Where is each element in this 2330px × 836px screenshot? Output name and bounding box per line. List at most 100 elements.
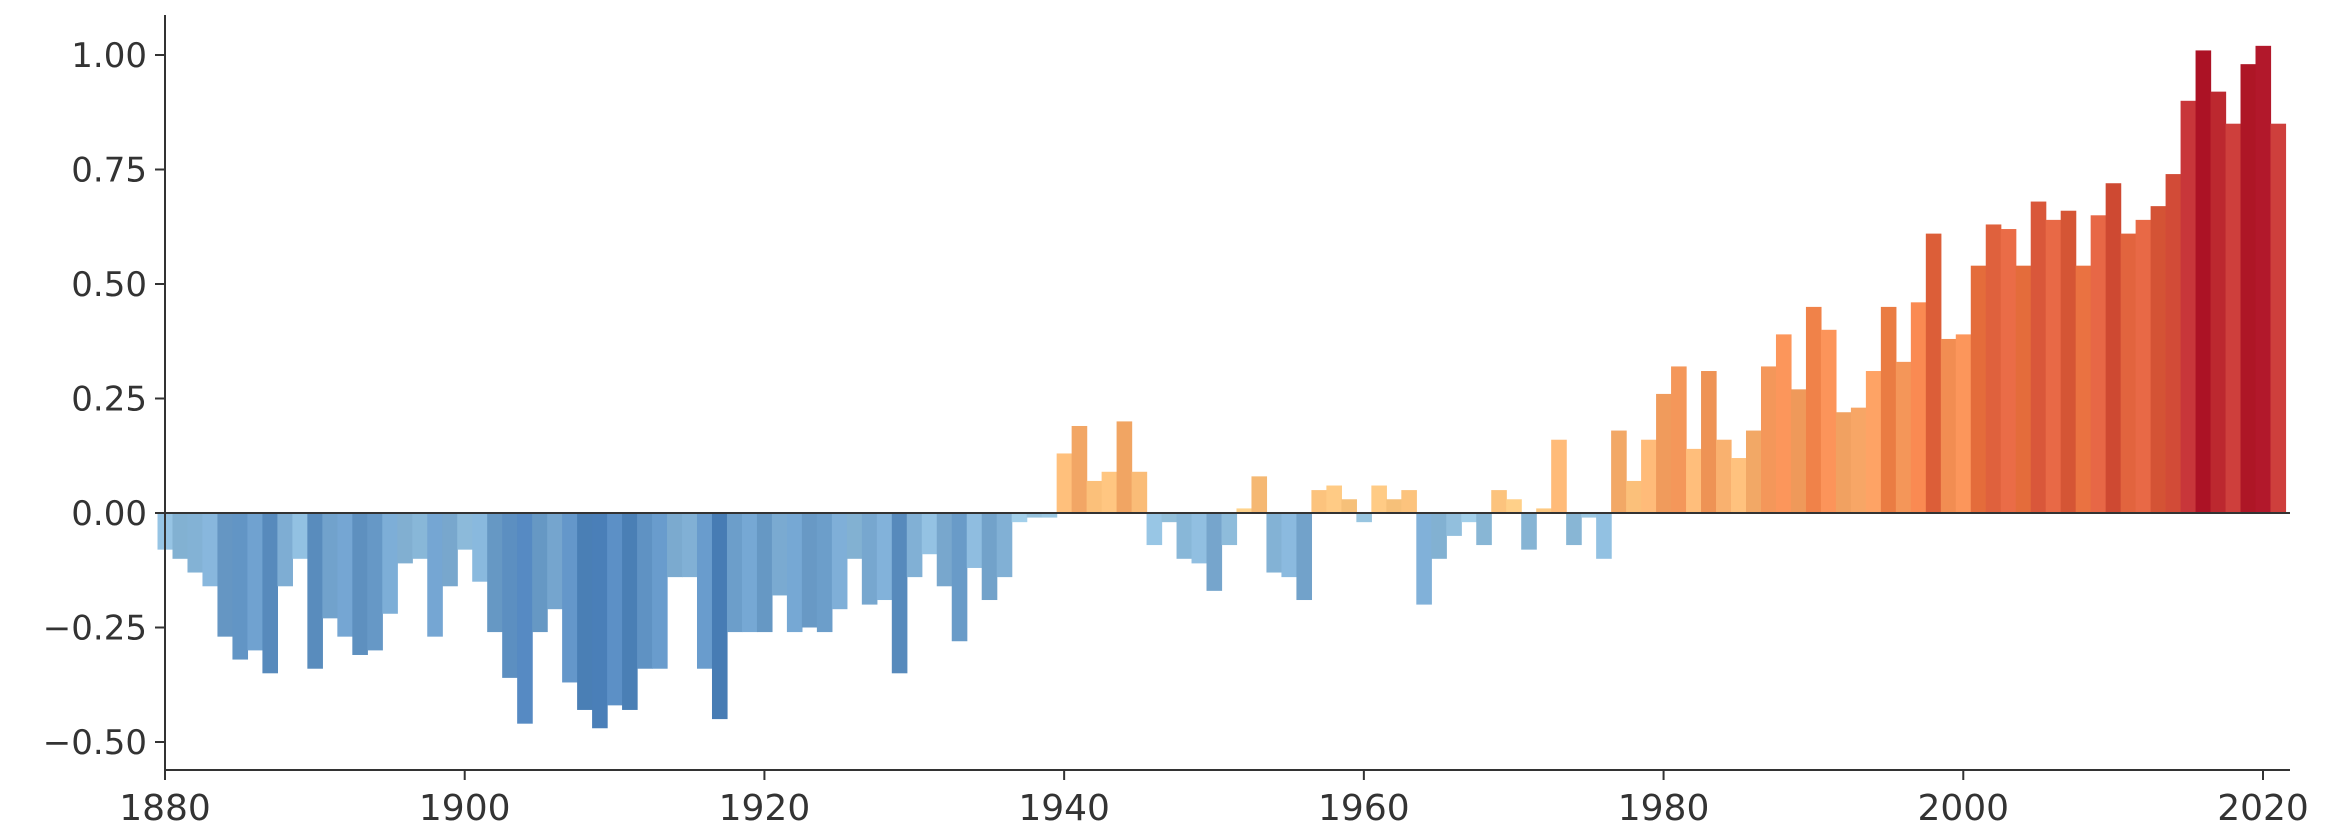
bar-1979	[1641, 439, 1657, 513]
bar-2018	[2225, 123, 2242, 513]
y-tick-label: 0.25	[71, 380, 147, 420]
bar-1935	[981, 513, 998, 601]
bar-1891	[322, 513, 338, 619]
bar-1928	[876, 513, 893, 601]
bar-1986	[1745, 430, 1762, 513]
bar-1889	[292, 513, 308, 559]
bar-1976	[1596, 513, 1612, 559]
bar-1957	[1311, 490, 1327, 513]
y-tick-label: 0.75	[71, 151, 147, 191]
bar-1991	[1820, 329, 1837, 513]
bar-1980	[1656, 393, 1672, 513]
bar-1907	[562, 513, 578, 683]
bar-1916	[696, 513, 713, 669]
x-tick-label: 1920	[719, 788, 811, 829]
bar-1983	[1701, 371, 1717, 513]
bar-1977	[1611, 430, 1627, 513]
bar-1966	[1446, 513, 1462, 536]
bar-1909	[592, 513, 608, 729]
x-tick-label: 1940	[1018, 788, 1110, 829]
bar-2011	[2120, 233, 2137, 513]
bar-1952	[1236, 508, 1253, 513]
bar-1882	[187, 513, 204, 573]
bar-2009	[2090, 215, 2107, 514]
bar-2005	[2030, 201, 2047, 513]
bar-1944	[1116, 421, 1133, 513]
bar-1964	[1416, 513, 1432, 605]
bar-2000	[1955, 334, 1972, 513]
y-tick-label: 0.50	[71, 265, 147, 305]
bar-1926	[846, 513, 863, 559]
bar-1883	[202, 513, 219, 587]
bar-1905	[532, 513, 548, 633]
bar-1919	[741, 513, 758, 633]
bar-1990	[1805, 306, 1822, 513]
bar-1943	[1101, 471, 1118, 513]
bar-1950	[1206, 513, 1223, 591]
bar-1984	[1716, 439, 1732, 513]
bar-1947	[1161, 513, 1178, 523]
bar-1925	[831, 513, 848, 610]
y-tick-label: −0.50	[43, 723, 147, 763]
bar-2012	[2135, 219, 2152, 513]
bar-1961	[1371, 485, 1387, 513]
bar-1956	[1296, 513, 1313, 601]
bar-2015	[2180, 100, 2197, 514]
bar-1931	[921, 513, 938, 555]
bar-1948	[1176, 513, 1193, 559]
x-tick-label: 2020	[2217, 788, 2309, 829]
bar-2010	[2105, 183, 2122, 514]
bar-1981	[1671, 366, 1687, 513]
bar-1888	[277, 513, 293, 587]
bar-1917	[711, 513, 728, 720]
bar-1970	[1506, 499, 1522, 513]
bar-2014	[2165, 174, 2182, 513]
bar-1903	[502, 513, 518, 678]
bar-1912	[637, 513, 653, 669]
bar-1922	[786, 513, 803, 633]
bar-1894	[367, 513, 383, 651]
bar-1985	[1731, 458, 1747, 513]
bar-1941	[1071, 425, 1088, 513]
bar-1959	[1341, 499, 1357, 513]
bar-1946	[1146, 513, 1163, 546]
bar-1902	[487, 513, 503, 633]
bar-1992	[1835, 412, 1852, 513]
bar-1885	[232, 513, 249, 660]
bar-2017	[2210, 91, 2227, 513]
bar-1971	[1521, 513, 1537, 550]
bar-1937	[1011, 513, 1028, 523]
bar-2020	[2255, 45, 2272, 514]
bar-1898	[427, 513, 443, 637]
bar-1893	[352, 513, 368, 655]
bar-1958	[1326, 485, 1342, 513]
bar-2019	[2240, 64, 2257, 513]
bar-1954	[1266, 513, 1283, 573]
bar-2002	[1985, 224, 2002, 513]
bar-1960	[1356, 513, 1372, 523]
bar-1975	[1581, 513, 1597, 518]
bar-1942	[1086, 480, 1103, 513]
bar-1953	[1251, 476, 1268, 513]
bar-1965	[1431, 513, 1447, 559]
bar-1932	[936, 513, 953, 587]
bar-1974	[1566, 513, 1582, 546]
bar-2004	[2015, 265, 2032, 513]
bar-2016	[2195, 50, 2212, 514]
bar-1999	[1940, 338, 1957, 513]
bar-2007	[2060, 210, 2077, 513]
bar-1967	[1461, 513, 1477, 523]
bar-2013	[2150, 206, 2167, 513]
bar-2008	[2075, 265, 2092, 513]
y-tick-label: 0.00	[71, 494, 147, 534]
bar-1945	[1131, 471, 1148, 513]
bar-1989	[1790, 389, 1807, 513]
bar-1929	[891, 513, 908, 674]
bar-1924	[816, 513, 833, 633]
bar-1938	[1026, 513, 1043, 518]
bar-1914	[667, 513, 683, 578]
bar-1955	[1281, 513, 1298, 578]
bar-1972	[1536, 508, 1552, 513]
